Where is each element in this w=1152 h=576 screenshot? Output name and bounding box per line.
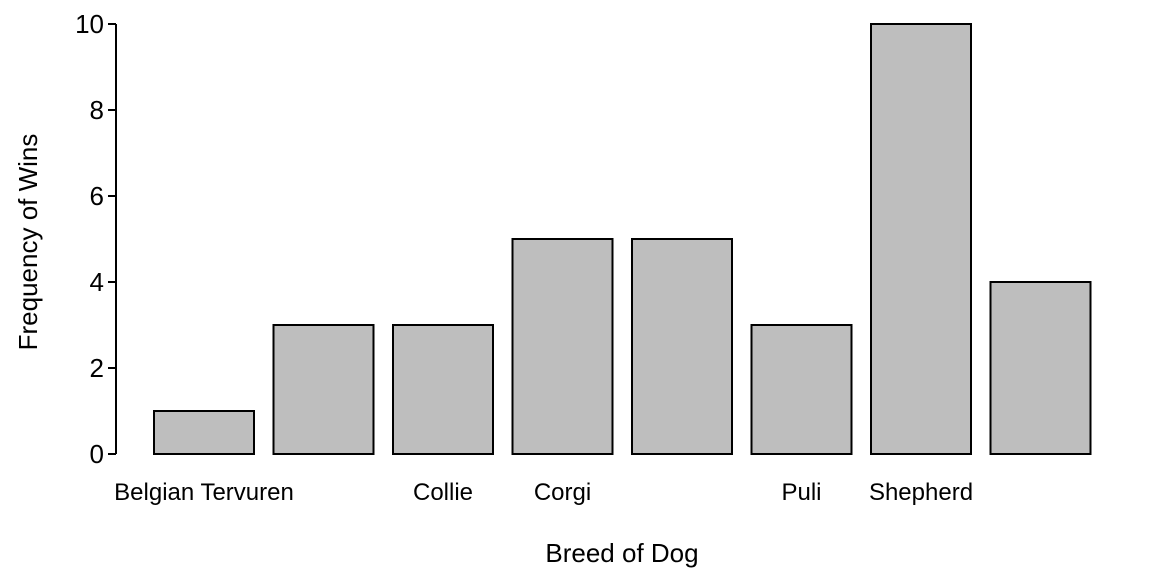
bar [392, 324, 494, 455]
x-category-label: Puli [781, 479, 821, 506]
bar [631, 238, 733, 455]
x-axis-labels: Belgian Tervuren Collie Corgi Puli Shepherd [114, 479, 973, 506]
bars-group [153, 23, 1092, 455]
bar [870, 23, 972, 455]
y-tick-label: 6 [90, 181, 104, 211]
y-tick-label: 0 [90, 439, 104, 469]
x-category-label: Belgian Tervuren [114, 479, 294, 506]
x-category-label: Corgi [534, 479, 591, 506]
bar [511, 238, 614, 455]
y-tick-label: 2 [90, 353, 104, 383]
y-axis: 0 2 4 6 8 10 [75, 9, 117, 469]
bar [153, 410, 255, 455]
bar [272, 324, 375, 455]
y-tick-label: 8 [90, 95, 104, 125]
x-category-label: Shepherd [869, 479, 973, 506]
bar [750, 324, 853, 455]
x-category-label: Collie [413, 479, 473, 506]
x-axis-title: Breed of Dog [545, 538, 698, 568]
y-tick-label: 10 [75, 9, 104, 39]
y-axis-title: Frequency of Wins [13, 134, 43, 351]
y-tick-label: 4 [90, 267, 104, 297]
bar [989, 281, 1092, 455]
